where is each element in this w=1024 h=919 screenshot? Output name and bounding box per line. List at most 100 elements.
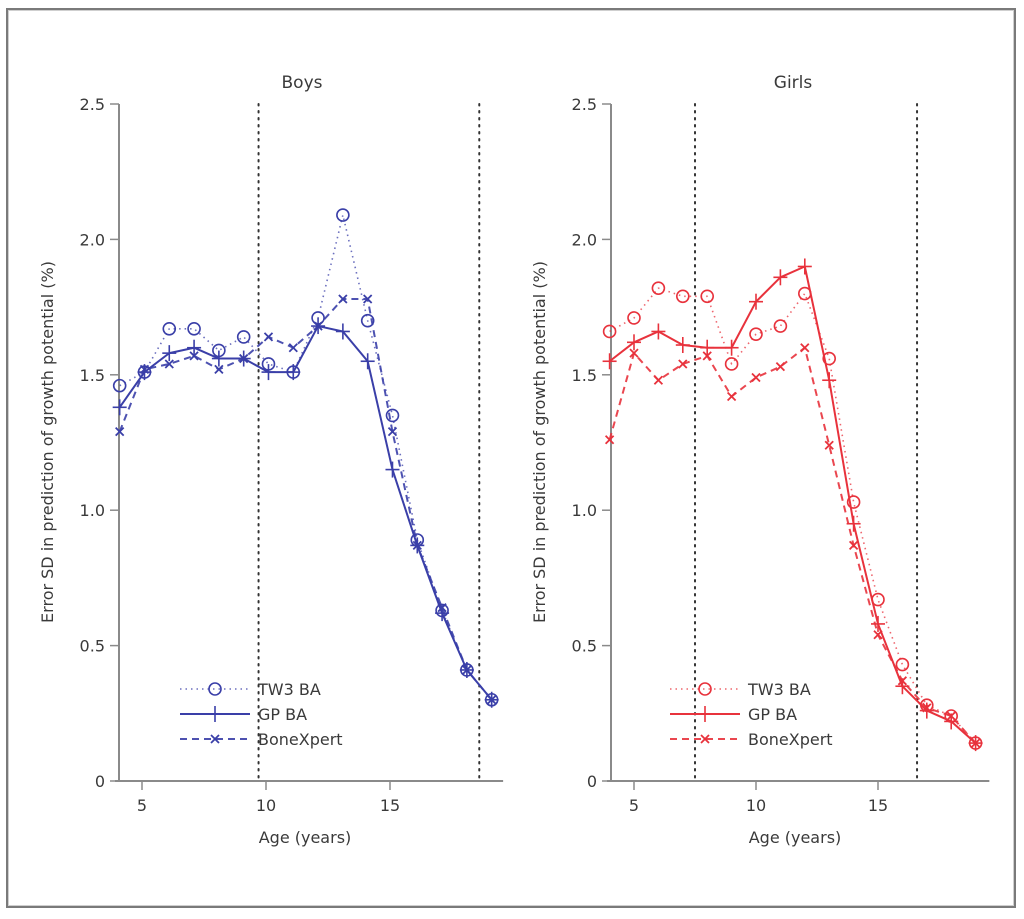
boys-data-point xyxy=(187,339,202,356)
girls-data-point-b xyxy=(653,375,664,385)
boys-data-point-b xyxy=(115,427,125,437)
girls-data-point xyxy=(946,711,956,721)
girls-y-tick-label: 0.5 xyxy=(572,637,597,656)
girls-data-point xyxy=(700,339,715,356)
boys-data-point xyxy=(462,665,472,675)
boys-data-point xyxy=(239,353,249,364)
boys-x-axis-label: Age (years) xyxy=(259,828,352,847)
boys-legend-label: BoneXpert xyxy=(258,730,343,749)
girls-x-tick-label: 15 xyxy=(868,796,888,815)
boys-y-axis-label: Error SD in prediction of growth potenti… xyxy=(38,261,57,623)
boys-data-point xyxy=(336,208,350,222)
boys-legend-marker xyxy=(210,734,220,744)
girls-data-point xyxy=(922,703,932,713)
boys-data-point-b xyxy=(214,364,224,375)
girls-data-point xyxy=(873,630,883,640)
girls-data-point-b xyxy=(922,703,932,713)
girls-data-point xyxy=(602,324,617,339)
girls-data-point xyxy=(775,362,786,372)
girls-data-point-b xyxy=(873,630,883,640)
boys-data-point xyxy=(412,540,422,551)
boys-data-point-b xyxy=(239,353,249,364)
girls-data-point xyxy=(919,702,934,719)
girls-data-point-b xyxy=(946,711,956,721)
boys-data-point-b xyxy=(189,351,199,361)
girls-series-gp-ba xyxy=(602,258,983,752)
girls-data-point-b xyxy=(604,435,615,445)
girls-data-point xyxy=(653,375,664,385)
girls-data-point-b xyxy=(678,359,688,369)
boys-data-point xyxy=(162,345,177,362)
boys-series-line xyxy=(118,297,493,701)
boys-data-point-b xyxy=(437,603,447,613)
girls-data-point-b xyxy=(702,351,712,361)
girls-data-point xyxy=(897,676,908,686)
girls-data-point xyxy=(871,615,885,632)
boys-data-point-b xyxy=(338,294,348,304)
girls-data-point xyxy=(651,323,666,340)
boys-data-point xyxy=(115,427,125,437)
girls-data-point xyxy=(629,348,639,358)
girls-data-point xyxy=(724,339,739,356)
boys-y-tick-label: 0.5 xyxy=(80,637,105,656)
boys-data-point xyxy=(164,359,174,369)
girls-data-point-b xyxy=(775,362,786,372)
boys-data-point xyxy=(487,695,497,705)
boys-data-point xyxy=(139,364,150,375)
boys-data-point-b xyxy=(462,665,472,675)
girls-data-point xyxy=(822,351,837,366)
girls-data-point-b xyxy=(970,738,981,748)
boys-x-tick-label: 15 xyxy=(380,796,400,815)
boys-x-tick-label: 5 xyxy=(137,796,147,815)
boys-data-point xyxy=(385,408,400,423)
girls-data-point xyxy=(726,391,737,402)
girls-data-point xyxy=(846,495,861,509)
boys-data-point xyxy=(137,364,152,381)
boys-y-tick-label: 2.5 xyxy=(80,95,105,114)
boys-panel: Boys Age (years) Error SD in prediction … xyxy=(38,73,504,847)
girls-title: Girls xyxy=(774,73,813,93)
boys-data-point xyxy=(385,461,400,478)
girls-series-line xyxy=(608,265,977,744)
girls-data-point xyxy=(675,289,690,304)
girls-data-point-b xyxy=(848,540,859,551)
girls-data-point xyxy=(822,372,837,389)
boys-title: Boys xyxy=(282,73,323,93)
boys-data-point-b xyxy=(139,364,150,375)
boys-data-point xyxy=(286,364,301,381)
girls-data-point xyxy=(651,281,666,295)
boys-series-tw3-ba xyxy=(112,208,499,707)
boys-data-point-b xyxy=(363,294,373,304)
girls-y-tick-label: 2.0 xyxy=(572,230,597,249)
boys-data-point xyxy=(162,321,177,336)
boys-data-point xyxy=(363,294,373,304)
girls-legend-marker xyxy=(698,682,712,696)
boys-data-point-b xyxy=(387,427,398,437)
girls-x-axis-label: Age (years) xyxy=(749,828,842,847)
girls-series-bonexpert xyxy=(604,343,981,748)
girls-data-point xyxy=(824,440,834,450)
girls-y-tick-label: 1.5 xyxy=(572,366,597,385)
girls-legend: TW3 BA GP BA BoneXpert xyxy=(670,680,833,749)
girls-data-point-b xyxy=(629,348,639,358)
girls-data-point xyxy=(773,269,788,286)
boys-data-point xyxy=(360,353,375,370)
girls-data-point-b xyxy=(897,676,908,686)
boys-data-point xyxy=(214,364,224,375)
boys-y-tick-label: 1.0 xyxy=(80,501,105,520)
boys-legend-label: TW3 BA xyxy=(257,680,321,699)
boys-data-point-b xyxy=(288,343,298,353)
boys-data-point xyxy=(313,321,323,331)
girls-legend-marker xyxy=(700,734,710,744)
girls-legend-marker xyxy=(698,706,712,722)
girls-data-point xyxy=(751,372,761,383)
girls-legend-label: GP BA xyxy=(748,705,797,724)
boys-series-line xyxy=(119,214,493,701)
boys-data-point xyxy=(187,321,201,336)
girls-y-axis-label: Error SD in prediction of growth potenti… xyxy=(530,261,549,623)
boys-series-line xyxy=(118,325,493,701)
girls-data-point xyxy=(627,334,641,351)
boys-data-point xyxy=(335,323,350,340)
boys-data-point xyxy=(338,294,348,304)
girls-panel: Girls Age (years) Error SD in prediction… xyxy=(530,73,990,847)
